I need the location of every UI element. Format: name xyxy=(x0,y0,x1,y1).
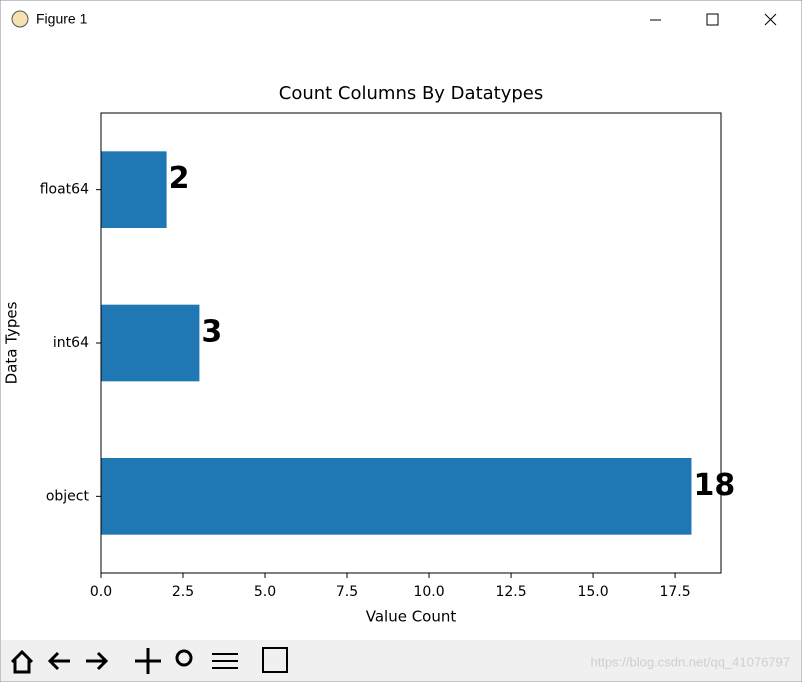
window-title: Figure 1 xyxy=(36,11,88,27)
zoom-button[interactable] xyxy=(175,649,193,667)
y-tick-label: int64 xyxy=(53,335,89,351)
x-tick-label: 10.0 xyxy=(413,584,444,600)
forward-button[interactable] xyxy=(86,651,109,671)
bar xyxy=(101,458,692,535)
watermark: https://blog.csdn.net/qq_41076797 xyxy=(591,654,791,669)
back-button[interactable] xyxy=(47,651,70,671)
x-tick-label: 5.0 xyxy=(254,584,276,600)
close-button[interactable] xyxy=(764,13,777,26)
title-bar: Figure 1 xyxy=(11,10,777,28)
y-axis-label: Data Types xyxy=(3,301,21,384)
x-tick-label: 7.5 xyxy=(336,584,358,600)
value-label: 3 xyxy=(201,315,222,350)
toolbar xyxy=(1,640,801,681)
x-tick-label: 0.0 xyxy=(90,584,112,600)
chart-title: Count Columns By Datatypes xyxy=(279,83,544,104)
x-tick-label: 12.5 xyxy=(495,584,526,600)
x-axis-label: Value Count xyxy=(366,608,457,626)
x-tick-label: 15.0 xyxy=(577,584,608,600)
bar xyxy=(101,151,167,228)
pan-button[interactable] xyxy=(135,648,161,674)
save-button[interactable] xyxy=(262,647,288,673)
app-icon xyxy=(11,10,29,28)
bar xyxy=(101,304,200,382)
home-button[interactable] xyxy=(10,649,34,674)
x-tick-label: 17.5 xyxy=(659,584,690,600)
value-label: 18 xyxy=(693,468,735,503)
x-tick-label: 2.5 xyxy=(172,584,194,600)
configure-button[interactable] xyxy=(212,653,238,669)
y-tick-label: object xyxy=(46,488,90,504)
maximize-button[interactable] xyxy=(706,13,719,26)
toolbar-icons xyxy=(10,647,288,674)
plot: Count Columns By Datatypes Value Count Dat… xyxy=(3,83,736,626)
y-tick-label: float64 xyxy=(40,182,89,198)
axes-frame xyxy=(100,112,722,574)
value-label: 2 xyxy=(169,161,190,196)
